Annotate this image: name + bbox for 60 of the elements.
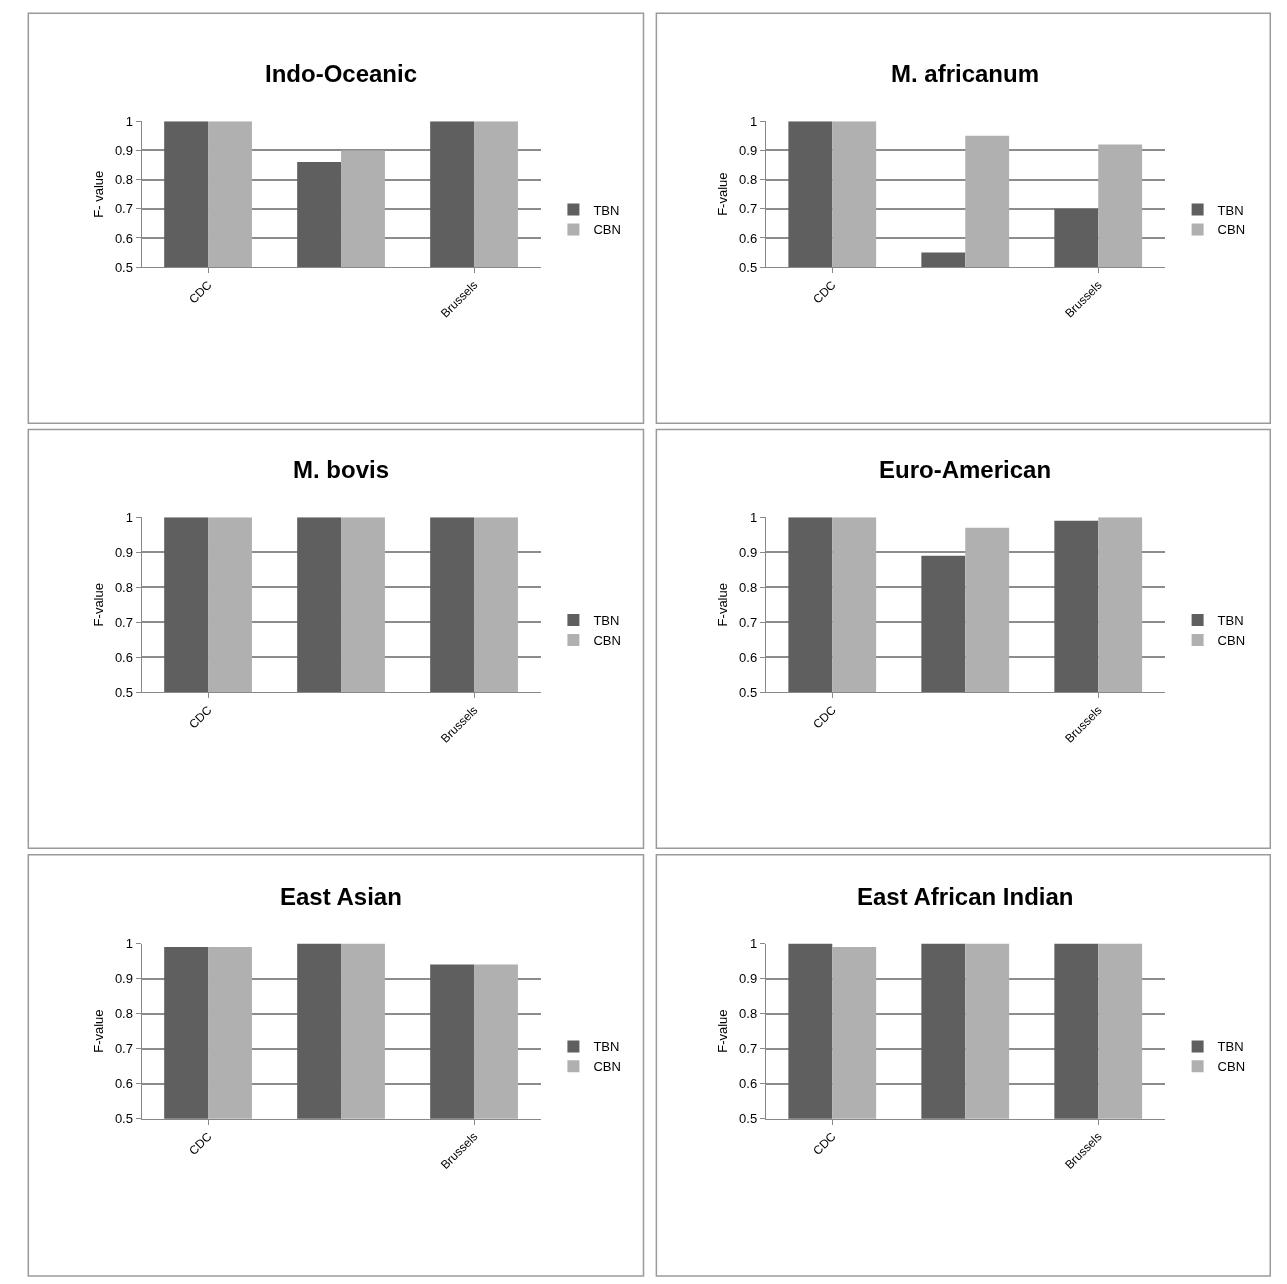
y-tick-label: 0.8 [114, 579, 133, 595]
legend-label: TBN [593, 1039, 620, 1055]
y-tick-label: 0.7 [114, 1041, 133, 1057]
y-axis-title: F-value [715, 583, 731, 627]
y-tick-label: 0.8 [739, 172, 758, 188]
legend-label: CBN [1217, 633, 1246, 648]
y-tick-label: 0.5 [739, 1111, 758, 1127]
y-axis-title: F-value [90, 1009, 106, 1053]
legend-label: CBN [593, 1059, 621, 1075]
legend-label: TBN [1217, 613, 1244, 629]
y-tick-label: 0.5 [739, 684, 758, 700]
y-tick-label: 0.9 [739, 142, 758, 158]
y-tick-label: 0.9 [114, 971, 133, 987]
y-tick-label: 0.5 [114, 1111, 133, 1127]
y-tick-label: 0.7 [739, 614, 758, 630]
legend-label: CBN [1217, 1059, 1246, 1075]
y-axis-title: F-value [90, 583, 106, 627]
y-axis-title: F- value [90, 170, 106, 218]
legend-label: TBN [593, 613, 620, 629]
y-tick-label: 0.8 [114, 172, 133, 188]
legend-label: CBN [593, 222, 621, 238]
y-tick-label: 0.5 [114, 259, 133, 275]
y-tick-label: 0.9 [739, 971, 758, 987]
y-tick-label: 0.5 [114, 684, 133, 700]
y-tick-label: 0.6 [114, 649, 133, 665]
y-tick-label: 0.9 [739, 544, 758, 560]
y-tick-label: 0.8 [739, 579, 758, 595]
y-tick-label: 1 [749, 509, 758, 525]
y-tick-label: 1 [749, 113, 758, 129]
legend-label: TBN [593, 202, 620, 218]
y-tick-label: 0.5 [739, 259, 758, 275]
y-axis-title: F-value [715, 172, 731, 216]
y-tick-label: 0.7 [739, 201, 758, 217]
chart-title: Euro-American [879, 456, 1052, 483]
y-tick-label: 0.6 [739, 1076, 758, 1092]
y-tick-label: 1 [125, 936, 133, 952]
y-tick-label: 0.8 [739, 1006, 758, 1022]
chart-title: M. bovis [293, 456, 390, 483]
y-tick-label: 1 [125, 113, 133, 129]
legend-label: TBN [1217, 202, 1244, 218]
y-tick-label: 0.6 [739, 649, 758, 665]
y-tick-label: 0.6 [114, 230, 133, 246]
y-tick-label: 0.9 [114, 544, 133, 560]
legend-label: TBN [1217, 1039, 1244, 1055]
y-tick-label: 0.8 [114, 1006, 133, 1022]
y-tick-label: 0.6 [739, 230, 758, 246]
chart-title: East Asian [280, 883, 402, 910]
chart-title: East African Indian [857, 883, 1074, 910]
y-tick-label: 0.6 [114, 1076, 133, 1092]
y-tick-label: 0.9 [114, 142, 133, 158]
legend-label: CBN [593, 633, 621, 648]
y-tick-label: 0.7 [114, 201, 133, 217]
y-axis-title: F-value [715, 1009, 731, 1053]
legend-label: CBN [1217, 222, 1246, 238]
chart-title: Indo-Oceanic [265, 60, 418, 87]
y-tick-label: 1 [749, 936, 758, 952]
y-tick-label: 0.7 [114, 614, 133, 630]
y-tick-label: 1 [125, 509, 133, 525]
chart-title: M. africanum [891, 60, 1040, 87]
y-tick-label: 0.7 [739, 1041, 758, 1057]
